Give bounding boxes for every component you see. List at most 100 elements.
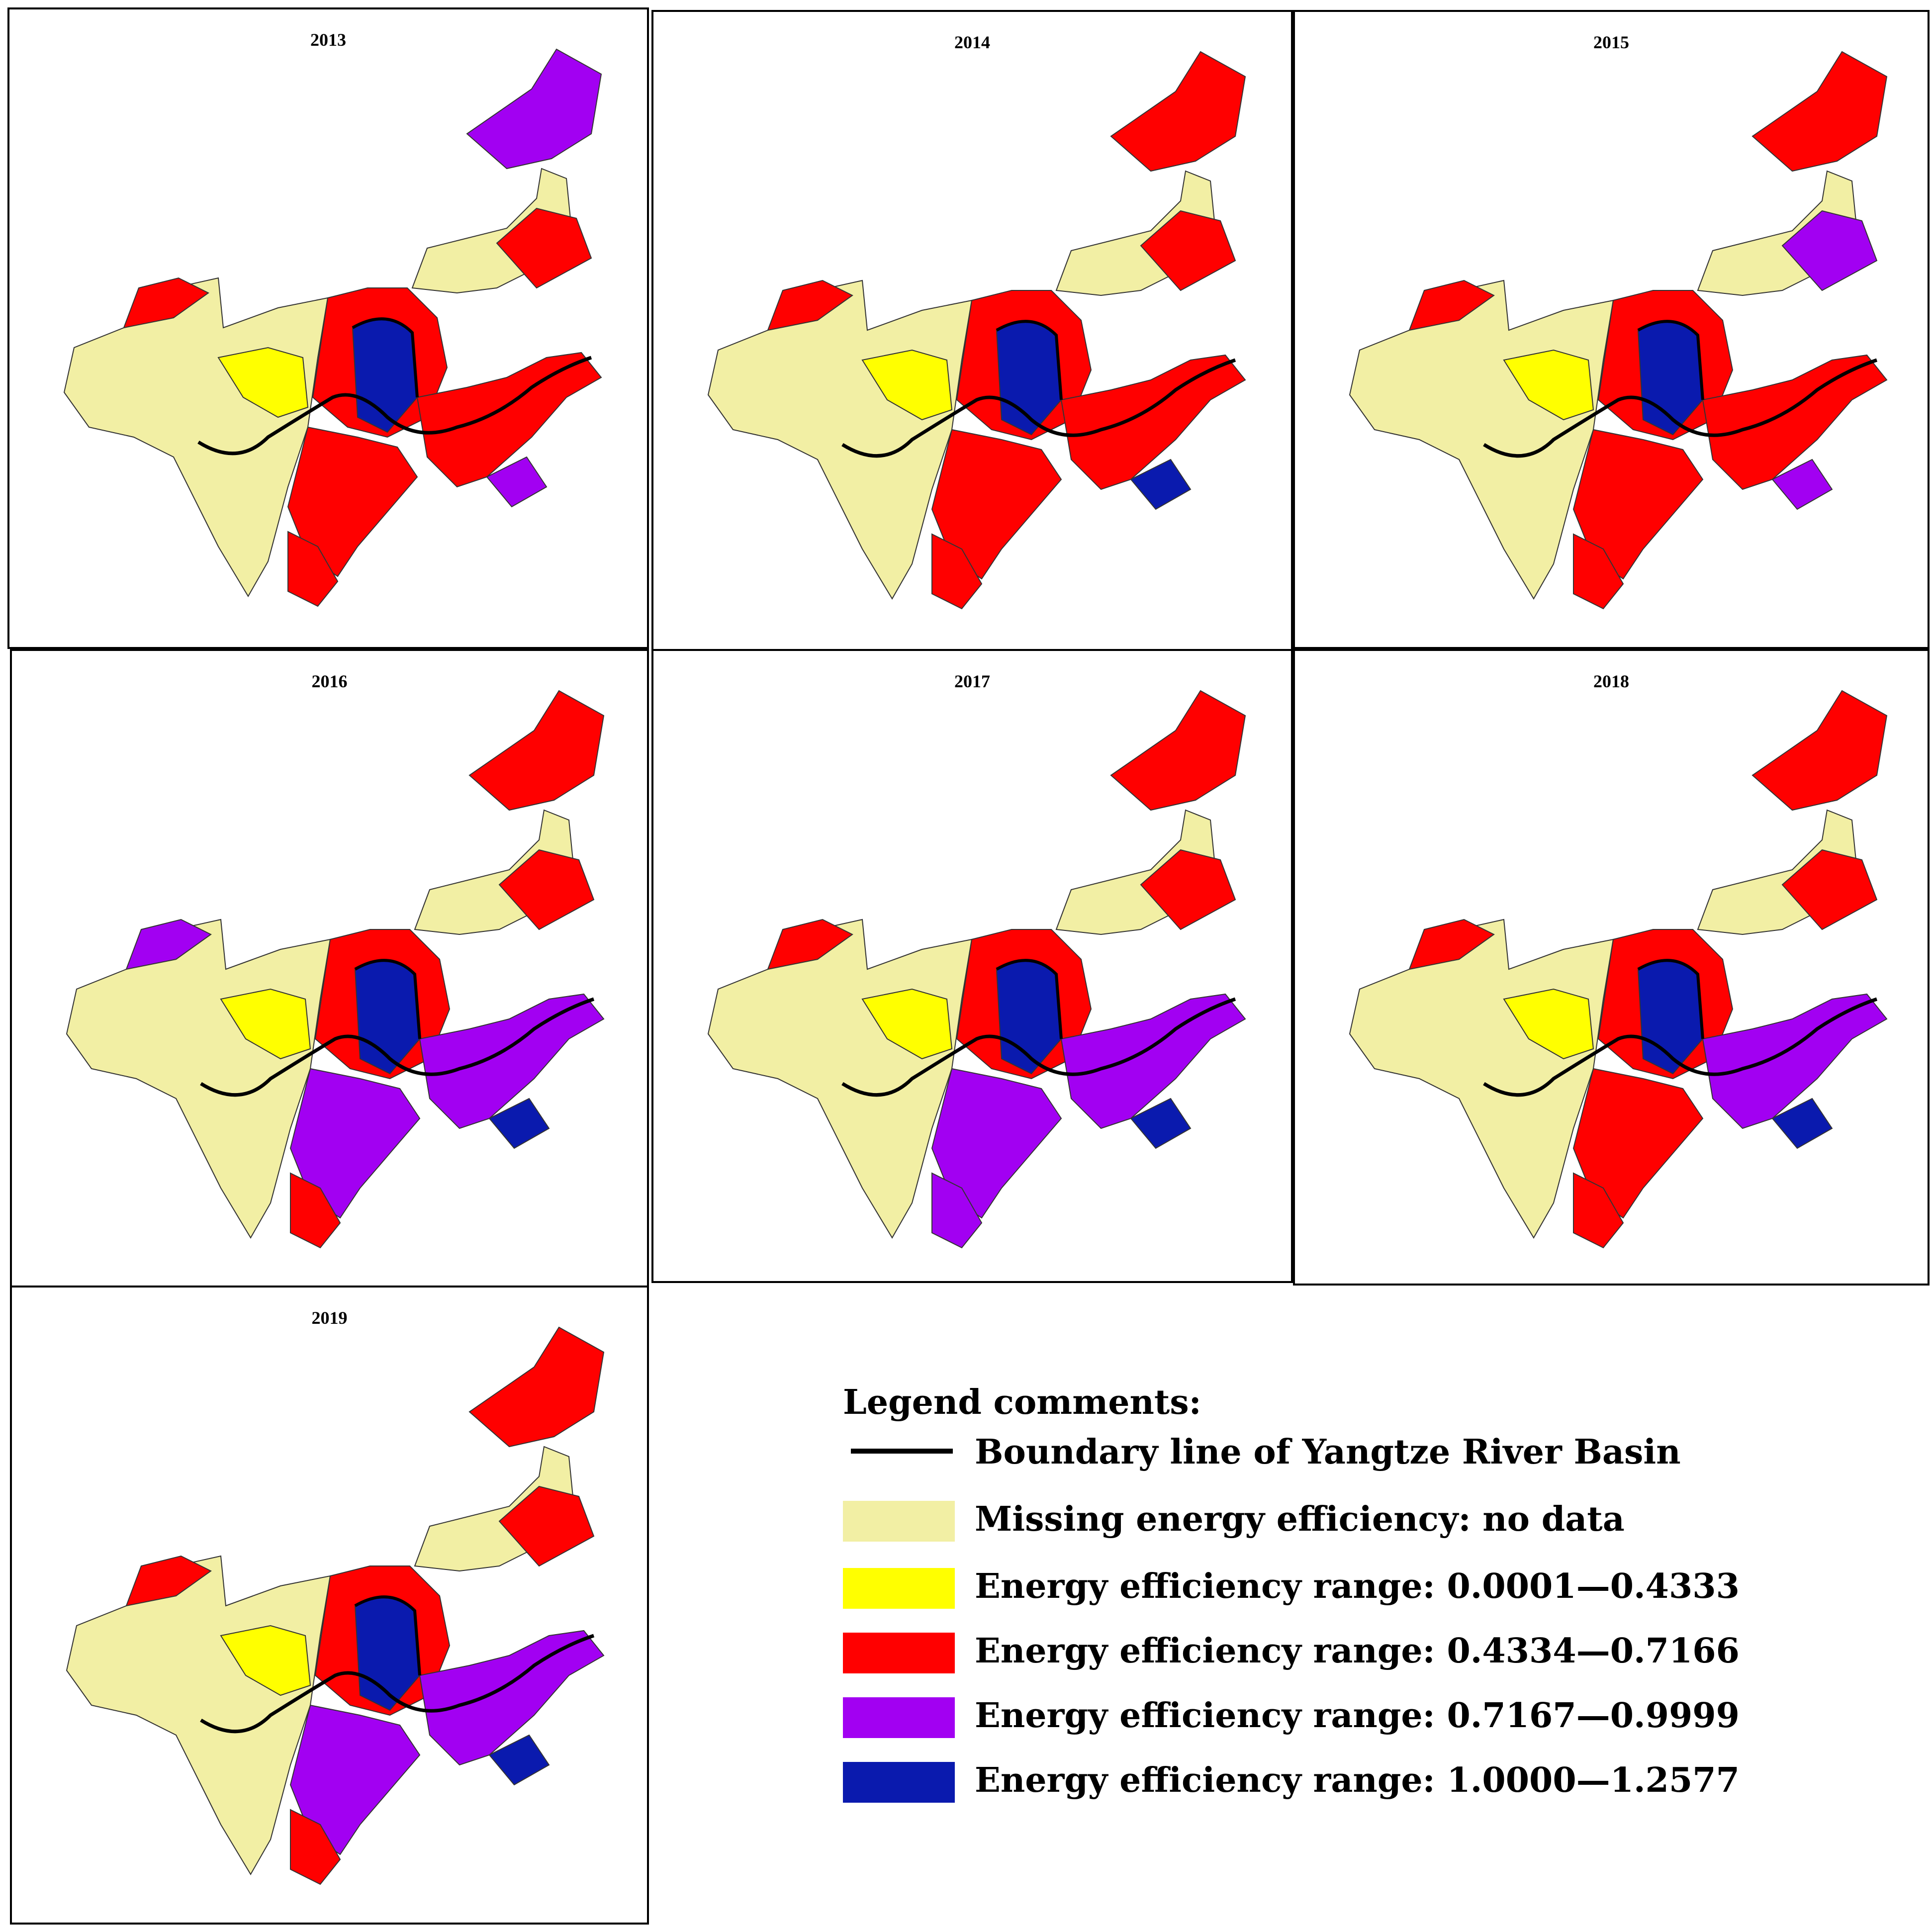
far-south-region (287, 531, 339, 607)
basin-map (1349, 690, 1888, 1249)
basin-outline (1637, 959, 1704, 1039)
legend-swatch (843, 1697, 955, 1738)
southern-region (287, 426, 418, 577)
legend-label: Missing energy efficiency: no data (975, 1499, 1625, 1539)
yangtze-boundary-line (1483, 997, 1878, 1097)
central-north-region (217, 347, 309, 418)
southern-region (931, 429, 1062, 580)
far-south-region (931, 1172, 983, 1249)
panel-year-label: 2014 (954, 32, 990, 52)
coastal-region (486, 456, 548, 508)
legend-swatch (843, 1568, 955, 1609)
eastern-region (1702, 993, 1888, 1129)
map-legend: Legend comments: Boundary line of Yangtz… (843, 1382, 1788, 1830)
map-panel-2019: 2019 (10, 1286, 649, 1925)
panel-year-label: 2013 (310, 30, 346, 50)
north-west-region (767, 919, 853, 970)
coastal-region (488, 1734, 550, 1786)
central-north-region (861, 349, 953, 421)
basin-map (63, 48, 602, 607)
legend-swatch (843, 1501, 955, 1542)
far-south-region (1573, 1172, 1624, 1249)
yangtze-boundary-line (200, 997, 595, 1097)
legend-title: Legend comments: (843, 1382, 1201, 1422)
coastal-region (1771, 459, 1833, 510)
legend-swatch (843, 1633, 955, 1673)
central-north-region (1503, 349, 1594, 421)
southern-region (289, 1704, 421, 1855)
north-east-sub-region (1140, 210, 1236, 291)
basin-map (707, 690, 1246, 1249)
southern-region (289, 1068, 421, 1219)
legend-item-range-2: Energy efficiency range: 0.4334—0.7166 (843, 1629, 1788, 1673)
north-east-region (466, 48, 602, 170)
yangtze-boundary-line (197, 356, 592, 456)
north-west-region (125, 1555, 212, 1607)
basin-map (66, 1326, 605, 1885)
yangtze-boundary-line (1483, 358, 1878, 458)
north-west-region (767, 279, 853, 331)
southern-region (931, 1068, 1062, 1219)
north-east-sub-region (496, 207, 592, 289)
north-west-region (1408, 919, 1495, 970)
north-east-region (1751, 51, 1888, 172)
panel-year-label: 2017 (954, 671, 990, 691)
basin-outline (1637, 320, 1704, 400)
north-east-region (468, 690, 605, 811)
north-east-sub-region (498, 849, 595, 930)
eastern-region (416, 352, 602, 488)
yangtze-boundary-line (841, 358, 1236, 458)
north-east-sub-region (1140, 849, 1236, 930)
central-north-region (220, 988, 311, 1060)
panel-year-label: 2015 (1593, 32, 1629, 52)
map-panel-2015: 2015 (1293, 10, 1930, 649)
basin-outline (352, 317, 419, 398)
yangtze-boundary-line (841, 997, 1236, 1097)
central-north-region (1503, 988, 1594, 1060)
legend-label: Boundary line of Yangtze River Basin (975, 1432, 1681, 1472)
map-panel-2014: 2014 (651, 10, 1293, 651)
panel-year-label: 2016 (311, 671, 348, 691)
north-east-region (468, 1326, 605, 1448)
southern-region (1572, 1068, 1704, 1219)
eastern-region (1060, 354, 1246, 490)
central-north-region (861, 988, 953, 1060)
legend-item-boundary: Boundary line of Yangtze River Basin (843, 1430, 1788, 1474)
eastern-region (1702, 354, 1888, 490)
north-east-sub-region (1781, 849, 1878, 930)
eastern-region (1060, 993, 1246, 1129)
legend-label: Energy efficiency range: 0.4334—0.7166 (975, 1631, 1740, 1671)
north-east-region (1751, 690, 1888, 811)
legend-label: Energy efficiency range: 0.0001—0.4333 (975, 1566, 1740, 1606)
north-east-sub-region (1781, 210, 1878, 291)
basin-outline (354, 1595, 421, 1676)
legend-item-range-3: Energy efficiency range: 0.7167—0.9999 (843, 1693, 1788, 1738)
basin-map (707, 51, 1246, 610)
eastern-region (419, 993, 605, 1129)
basin-outline (996, 320, 1063, 400)
map-panel-2018: 2018 (1293, 649, 1930, 1286)
basin-map (1349, 51, 1888, 610)
north-east-region (1110, 690, 1246, 811)
panel-year-label: 2018 (1593, 671, 1629, 691)
far-south-region (290, 1809, 341, 1885)
southern-region (1572, 429, 1704, 580)
basin-outline (354, 959, 421, 1039)
legend-label: Energy efficiency range: 0.7167—0.9999 (975, 1696, 1740, 1736)
north-west-region (125, 919, 212, 970)
coastal-region (488, 1098, 550, 1149)
north-west-region (1408, 279, 1495, 331)
eastern-region (419, 1630, 605, 1766)
basin-map (66, 690, 605, 1249)
far-south-region (931, 533, 983, 610)
legend-item-range-1: Energy efficiency range: 0.0001—0.4333 (843, 1564, 1788, 1609)
yangtze-boundary-line (200, 1634, 595, 1734)
map-panel-2017: 2017 (651, 649, 1293, 1283)
north-east-region (1110, 51, 1246, 172)
north-west-region (123, 277, 209, 329)
coastal-region (1130, 459, 1192, 510)
legend-item-range-4: Energy efficiency range: 1.0000—1.2577 (843, 1758, 1788, 1803)
boundary-line-symbol (851, 1449, 953, 1454)
far-south-region (1573, 533, 1624, 610)
legend-swatch (843, 1762, 955, 1803)
